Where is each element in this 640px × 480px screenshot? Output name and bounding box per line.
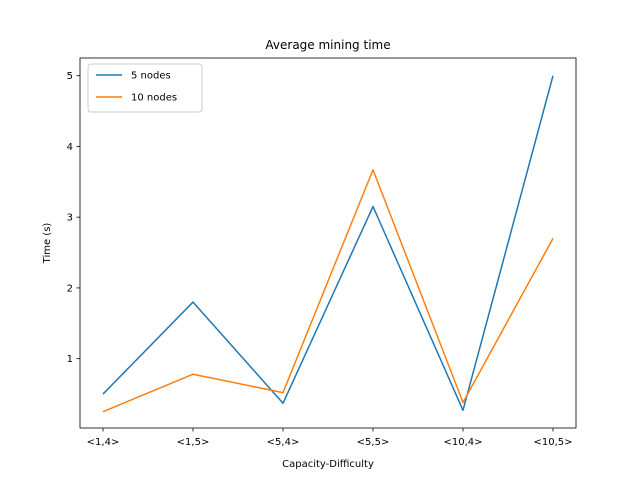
y-tick-label: 4 — [67, 142, 73, 153]
legend-label: 10 nodes — [131, 93, 177, 104]
y-axis: 1 2 3 4 5 — [67, 71, 80, 365]
legend-box — [87, 63, 203, 113]
x-tick-label: <10,5> — [533, 437, 572, 448]
x-axis-label: Capacity-Difficulty — [282, 459, 374, 470]
legend-label: 5 nodes — [131, 71, 171, 82]
series-line-1 — [102, 75, 554, 412]
plot-frame — [79, 57, 577, 429]
chart-title: Average mining time — [265, 38, 390, 52]
x-tick-label: <1,5> — [177, 437, 210, 448]
y-tick-label: 1 — [67, 354, 73, 365]
y-tick-label: 5 — [67, 71, 73, 82]
y-axis-label: Time (s) — [42, 223, 53, 265]
x-tick-label: <10,4> — [443, 437, 482, 448]
y-tick-label: 3 — [67, 213, 73, 224]
x-tick-label: <5,4> — [267, 437, 300, 448]
x-tick-label: <1,4> — [87, 437, 120, 448]
y-tick-label: 2 — [67, 283, 73, 294]
legend: 5 nodes 10 nodes — [87, 63, 203, 113]
x-tick-label: <5,5> — [357, 437, 390, 448]
x-axis: <1,4> <1,5> <5,4> <5,5> <10,4> <10,5> — [87, 428, 573, 448]
plot-series — [102, 75, 554, 413]
series-line-2 — [102, 169, 554, 413]
